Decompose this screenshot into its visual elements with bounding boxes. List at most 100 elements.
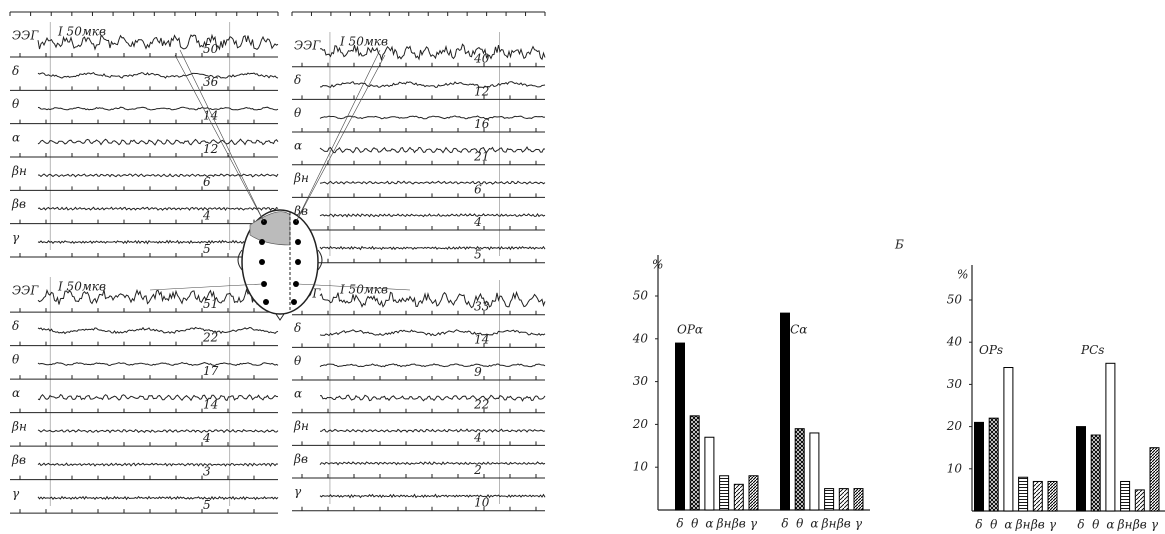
band-label: βн <box>293 419 309 433</box>
band-value: 4 <box>202 431 211 445</box>
calibration: I 50мкв <box>339 283 388 297</box>
x-tick-label: α <box>705 517 713 531</box>
y-tick-label: 50 <box>633 289 649 303</box>
band-value: 22 <box>202 330 218 344</box>
band-label: δ <box>294 321 301 335</box>
band-label: βв <box>11 197 26 211</box>
y-tick-label: 30 <box>947 377 963 391</box>
x-tick-label: βв <box>731 517 746 531</box>
time-marker-line <box>292 12 545 16</box>
band-label: γ <box>12 487 20 501</box>
eeg-trace <box>320 247 545 250</box>
bar <box>734 484 743 510</box>
x-tick-label: βв <box>1030 518 1045 532</box>
eeg-trace <box>38 363 278 366</box>
band-label: ЭЭГ <box>12 29 39 43</box>
band-label: θ <box>294 354 302 368</box>
calibration: I 50мкв <box>57 280 106 294</box>
band-value: 50 <box>203 42 219 56</box>
x-tick-label: γ <box>750 517 758 531</box>
bar <box>975 422 984 511</box>
eeg-trace <box>38 207 278 210</box>
band-value: 40 <box>473 52 490 66</box>
band-label: δ <box>12 64 19 78</box>
band-value: 6 <box>474 182 482 196</box>
y-axis-label: % <box>652 258 663 272</box>
bar <box>781 313 790 510</box>
x-tick-label: α <box>1106 518 1114 532</box>
eeg-trace <box>320 364 545 367</box>
x-tick-label: α <box>810 517 818 531</box>
band-value: 6 <box>203 175 211 189</box>
eeg-panel: ЭЭГ40δ12θ16α21βн6βв4γ5I 50мкв <box>292 12 545 263</box>
bar <box>1004 368 1013 511</box>
x-tick-label: βн <box>716 517 732 531</box>
y-axis-label: % <box>957 268 968 282</box>
eeg-trace <box>38 328 278 334</box>
tick-row <box>10 253 278 257</box>
tick-row <box>10 509 278 513</box>
band-value: 4 <box>202 209 211 223</box>
bar-chart: %1020304050ОРαδθαβнβвγРСαδθαβнβвγ <box>632 255 870 531</box>
band-value: 17 <box>203 364 219 378</box>
bar <box>795 429 804 510</box>
x-tick-label: γ <box>855 517 863 531</box>
bar <box>1048 481 1057 511</box>
eeg-trace <box>320 330 545 336</box>
eeg-trace <box>38 241 278 244</box>
y-tick-label: 40 <box>632 331 649 345</box>
eeg-trace <box>38 430 278 433</box>
y-tick-label: 10 <box>633 460 649 474</box>
x-tick-label: θ <box>990 518 998 532</box>
x-tick-label: βн <box>1117 518 1133 532</box>
band-label: γ <box>12 231 20 245</box>
y-tick-label: 50 <box>947 293 963 307</box>
group-label: РСs <box>1080 343 1104 357</box>
band-value: 5 <box>474 248 482 262</box>
tick-row <box>292 507 545 511</box>
bar <box>1033 481 1042 511</box>
tick-row <box>292 259 545 263</box>
panel-label: Б <box>894 238 904 252</box>
eeg-trace <box>320 181 545 184</box>
x-tick-label: βв <box>1132 518 1147 532</box>
eeg-trace <box>38 463 278 466</box>
y-tick-label: 20 <box>946 419 963 433</box>
band-value: 12 <box>203 142 218 156</box>
eeg-panel: ЭЭГ50δ36θ14α12βн6βв4γ5I 50мкв <box>10 12 278 257</box>
x-tick-label: θ <box>691 517 699 531</box>
band-value: 16 <box>474 117 490 131</box>
band-value: 33 <box>474 300 490 314</box>
bar <box>705 437 714 510</box>
x-tick-label: βн <box>821 517 837 531</box>
group-label: ОРα <box>677 323 703 337</box>
band-label: βв <box>11 453 26 467</box>
band-value: 4 <box>473 215 482 229</box>
bar <box>1106 363 1115 511</box>
bar <box>749 476 758 510</box>
eeg-trace <box>320 395 545 401</box>
calibration: I 50мкв <box>339 35 388 49</box>
eeg-trace <box>38 395 278 401</box>
eeg-trace <box>320 462 545 465</box>
band-value: 36 <box>203 75 219 89</box>
eeg-trace <box>320 116 545 119</box>
eeg-trace <box>320 495 545 498</box>
eeg-trace <box>38 107 278 110</box>
figure: %1020304050ОРsδθαβнβвγРСsδθαβнβвγ%102030… <box>0 0 1165 534</box>
bar <box>1091 435 1100 511</box>
band-label: γ <box>294 485 302 499</box>
band-label: ЭЭГ <box>12 284 39 298</box>
band-value: 5 <box>203 242 211 256</box>
x-tick-label: δ <box>676 517 683 531</box>
band-value: 14 <box>474 332 489 346</box>
band-label: βн <box>11 420 27 434</box>
bar <box>839 489 848 510</box>
eeg-trace <box>320 214 545 217</box>
band-value: 5 <box>203 498 211 512</box>
bar <box>1019 477 1028 511</box>
band-value: 4 <box>473 430 482 444</box>
bar <box>1121 481 1130 511</box>
bar <box>676 343 685 510</box>
group-label: ОРs <box>979 343 1003 357</box>
